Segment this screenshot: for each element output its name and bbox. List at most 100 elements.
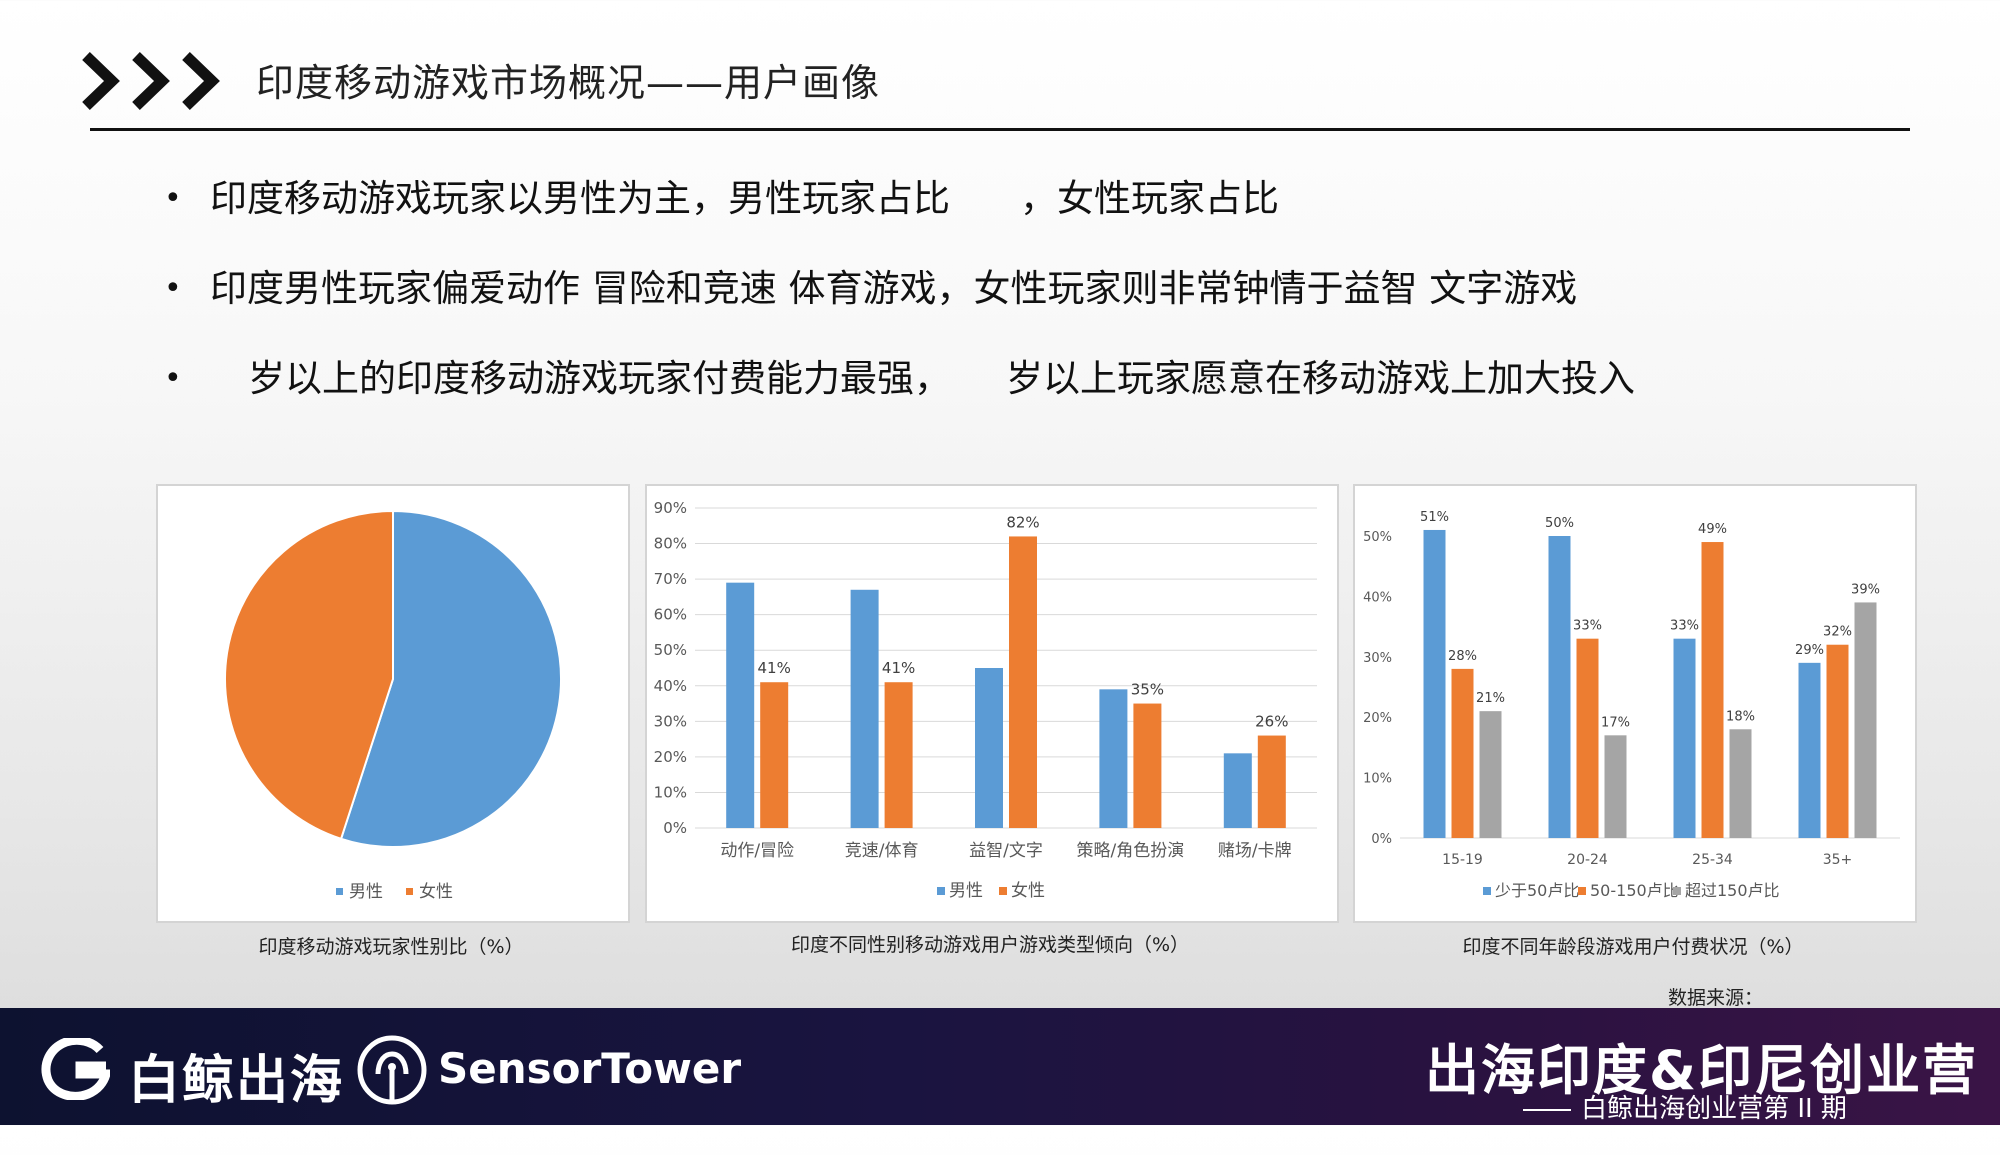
data-label: 21% [1476,691,1505,706]
pie-caption: 印度移动游戏玩家性别比（%） [258,936,524,958]
bar [1798,662,1821,838]
bar [1223,753,1252,828]
legend-label: 男性 [949,881,983,901]
data-label: 28% [1448,649,1477,664]
bar [1423,529,1446,838]
y-tick-label: 0% [663,819,687,837]
bullet-list: • 印度移动游戏玩家以男性为主，男性玩家占比 ，女性玩家占比 • 印度男性玩家偏爱动作… [160,165,1860,435]
bar [1548,536,1571,838]
y-tick-label: 30% [1363,651,1392,666]
legend-swatch [1673,887,1681,895]
y-tick-label: 80% [654,535,687,553]
bar [1451,668,1474,838]
whale-logo-icon [41,1038,110,1100]
age-caption: 印度不同年龄段游戏用户付费状况（%） [1462,936,1804,958]
gender-pie-panel: 男性 女性 [156,484,630,923]
bullet-dot: • [164,361,182,396]
age-spend-bar-chart: 0% 10% 20% 30% 40% 50% 51% 28% 21% 15-19 50% 33% 17%… [1363,510,1900,900]
x-tick-label: 15-19 [1442,852,1483,868]
y-tick-label: 50% [1363,530,1392,545]
bullet-text: 岁以上的印度移动游戏玩家付费能力最强， [248,357,951,400]
bullet-item: • 岁以上的印度移动游戏玩家付费能力最强， 岁以上玩家愿意在移动游戏上加大投入 [160,345,1860,435]
legend-label: 50-150卢比 [1590,881,1679,900]
bar [1479,711,1502,838]
brand-whale-name: 白鲸出海 [128,1051,345,1111]
y-tick-label: 90% [654,499,687,517]
data-label: 39% [1851,582,1880,597]
bullet-text: 印度男性玩家偏爱动作 冒险和竞速 体育游戏，女性玩家则非常钟情于益智 文字游戏 [210,267,1578,310]
bar [1009,536,1037,828]
legend-label: 女性 [1011,881,1045,901]
camp-subtitle: 白鲸出海创业营第 II 期 [1490,1088,1870,1155]
y-tick-label: 10% [1363,772,1392,787]
genre-bar-chart: 0% 10% 20% 30% 40% 50% 60% 70% 80% 90% 41% 动作/冒险 41%… [654,499,1317,901]
bullet-dot: • [164,181,182,216]
bar [850,589,879,828]
brand-sensortower-name: SensorTower [438,1044,742,1093]
data-label: 26% [1255,713,1288,731]
data-label: 51% [1420,510,1449,525]
x-tick-label: 策略/角色扮演 [1077,841,1185,861]
data-label: 17% [1601,715,1630,730]
x-tick-label: 赌场/卡牌 [1218,841,1292,861]
x-tick-label: 35+ [1823,852,1853,868]
bar [760,682,789,828]
legend-swatch [1578,887,1586,895]
data-label: 41% [882,659,915,677]
sensortower-logo-icon [357,1035,427,1105]
data-label: 35% [1131,681,1164,699]
y-tick-label: 10% [654,783,687,801]
bullet-text: ，女性玩家占比 [1020,177,1279,220]
legend-swatch [1483,887,1491,895]
legend-label: 女性 [419,882,453,902]
bar [1854,602,1877,838]
bar [1673,638,1696,838]
legend-swatch [937,887,945,895]
pie-slice [339,509,562,848]
data-label: 18% [1726,709,1755,724]
bar [1604,735,1627,838]
y-tick-label: 40% [654,677,687,695]
bar [975,668,1003,828]
chevrons-icon [82,52,220,110]
data-label: 50% [1545,516,1574,531]
bar [1257,735,1286,828]
data-label: 32% [1823,625,1852,640]
bar [1729,729,1752,838]
x-tick-label: 20-24 [1567,852,1608,868]
data-source-label: 数据来源： [1668,987,1764,1009]
y-tick-label: 30% [654,712,687,730]
bullet-text: 岁以上玩家愿意在移动游戏上加大投入 [1006,357,1635,400]
y-tick-label: 50% [654,641,687,659]
camp-title: 出海印度&印尼创业营 [1425,1039,1979,1102]
data-label: 82% [1006,513,1039,531]
bullet-item: • 印度男性玩家偏爱动作 冒险和竞速 体育游戏，女性玩家则非常钟情于益智 文字游戏 [160,255,1860,345]
x-tick-label: 25-34 [1692,852,1733,868]
y-tick-label: 60% [654,606,687,624]
data-label: 41% [758,659,791,677]
gender-pie-chart: 男性 女性 [224,509,562,902]
bullet-text: 印度移动游戏玩家以男性为主，男性玩家占比 [210,177,950,220]
y-tick-label: 40% [1363,590,1392,605]
y-tick-label: 0% [1371,832,1392,847]
x-tick-label: 动作/冒险 [720,841,794,861]
bar [1826,644,1849,838]
y-tick-label: 20% [654,748,687,766]
bar [726,582,755,828]
x-tick-label: 竞速/体育 [845,841,919,861]
footer-banner: 白鲸出海 SensorTower 出海印度&印尼创业营 白鲸出海创业营第 II … [0,1008,2000,1142]
camp-subtitle-text: 白鲸出海创业营第 II 期 [1581,1094,1847,1124]
legend-swatch [406,888,413,895]
bar [1099,689,1128,828]
page-title: 印度移动游戏市场概况——用户画像 [256,61,881,105]
bar [884,682,913,828]
bullet-dot: • [164,271,182,306]
legend-label: 男性 [349,882,383,902]
legend-swatch [999,887,1007,895]
data-label: 33% [1573,619,1602,634]
data-label: 49% [1698,522,1727,537]
pie-slice [224,509,394,841]
data-label: 33% [1670,619,1699,634]
bar [1133,703,1162,828]
y-tick-label: 70% [654,570,687,588]
